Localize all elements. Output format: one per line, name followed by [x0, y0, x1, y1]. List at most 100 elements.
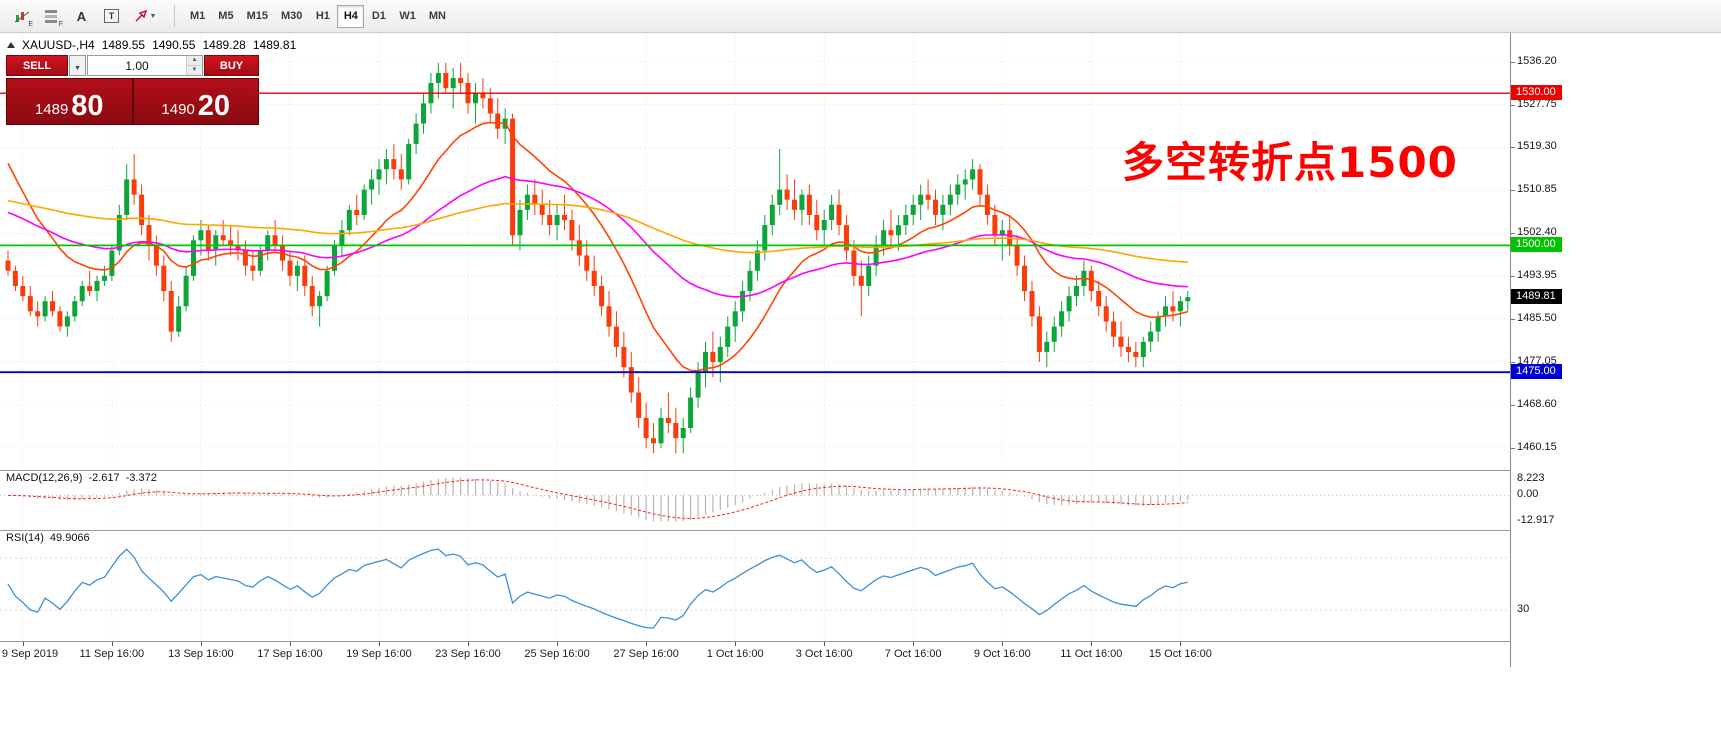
candle-body — [35, 311, 41, 317]
candle-body — [970, 169, 976, 180]
time-axis-label: 27 Sep 16:00 — [613, 648, 679, 660]
timeframe-m1[interactable]: M1 — [184, 5, 211, 28]
time-axis-label: 9 Sep 2019 — [1, 648, 59, 660]
candle-body — [881, 230, 887, 246]
chart-annotation[interactable]: 多空转折点1500 — [1122, 138, 1458, 187]
candle-body — [272, 235, 278, 246]
timeframe-w1[interactable]: W1 — [393, 5, 422, 28]
price-axis-label: 1502.40 — [1517, 226, 1557, 239]
time-axis[interactable]: 9 Sep 2019 11 Sep 16:00 13 Sep 16:00 17 Sep… — [0, 642, 1510, 666]
objects-tool-button[interactable]: F — [38, 4, 65, 28]
buy-button[interactable]: BUY — [204, 55, 259, 76]
candle-body — [220, 235, 226, 241]
price-chart-panel[interactable]: XAUUSD-,H4 1489.55 1490.55 1489.28 1489.… — [0, 33, 1510, 470]
objects-sub-label: F — [58, 21, 63, 28]
candle-body — [1014, 245, 1020, 266]
price-tag-1475.00: 1475.00 — [1511, 364, 1562, 380]
chevron-down-icon: ▼ — [149, 12, 157, 20]
timeframe-m15[interactable]: M15 — [241, 5, 274, 28]
rsi-panel[interactable]: RSI(14) 49.9066 — [0, 530, 1510, 641]
sell-price-display[interactable]: 1489 80 — [7, 79, 132, 124]
objects-grid-icon — [45, 10, 57, 23]
macd-value: -2.617 — [88, 472, 120, 484]
price-axis-tick — [1511, 404, 1515, 406]
volume-preset-dropdown[interactable]: ▼ — [69, 55, 86, 76]
candle-body — [562, 215, 567, 221]
candle-body — [940, 204, 946, 215]
price-tag-1489.81: 1489.81 — [1511, 289, 1562, 305]
candle-body — [547, 215, 553, 226]
candle-body — [495, 113, 501, 129]
timeframe-h1[interactable]: H1 — [309, 5, 336, 28]
candle-body — [480, 93, 486, 99]
ohlc-open: 1489.55 — [101, 38, 146, 52]
volume-decrease-button[interactable]: ▼ — [187, 66, 202, 75]
candle-body — [1140, 341, 1146, 357]
timeframe-h4[interactable]: H4 — [337, 4, 365, 28]
macd-name: MACD(12,26,9) — [6, 472, 83, 484]
text-label-tool-button[interactable]: A — [68, 4, 95, 28]
candle-body — [317, 296, 323, 307]
macd-scale-label: 8.223 — [1517, 471, 1545, 484]
panel-separator[interactable] — [0, 530, 1570, 531]
macd-scale-label: -12.917 — [1517, 514, 1555, 527]
price-axis-tick — [1511, 61, 1515, 63]
collapse-trade-panel-icon[interactable] — [7, 42, 15, 48]
timeframe-m30[interactable]: M30 — [275, 5, 308, 28]
timeframe-m5[interactable]: M5 — [212, 5, 239, 28]
buy-price-base: 1490 — [161, 101, 195, 118]
price-divider — [131, 79, 134, 124]
candle-body — [139, 194, 145, 226]
sell-button[interactable]: SELL — [6, 55, 68, 76]
price-axis-label: 1510.85 — [1517, 183, 1557, 196]
volume-increase-button[interactable]: ▲ — [187, 56, 202, 66]
candle-body — [1051, 326, 1057, 342]
macd-signal-line — [7, 479, 1188, 520]
candle-body — [1088, 270, 1094, 292]
arrow-objects-dropdown-button[interactable]: ▼ — [128, 4, 162, 28]
candle-body — [918, 194, 924, 205]
candle-body — [398, 169, 404, 180]
macd-panel[interactable]: MACD(12,26,9) -2.617 -3.372 — [0, 470, 1510, 530]
panel-separator[interactable] — [0, 470, 1570, 471]
candle-body — [183, 275, 189, 307]
candle-body — [458, 78, 464, 84]
candle-body — [421, 103, 426, 124]
candle-body — [339, 230, 345, 246]
time-axis-label: 25 Sep 16:00 — [524, 648, 590, 660]
candle-body — [613, 326, 619, 347]
macd-signal-value: -3.372 — [125, 472, 157, 484]
ohlc-low: 1489.28 — [202, 38, 246, 52]
candle-body — [1044, 341, 1050, 352]
candle-body — [643, 417, 649, 439]
text-box-tool-button[interactable]: T — [98, 4, 125, 28]
bid-ask-display: 1489 80 1490 20 — [6, 78, 259, 125]
candle-body — [242, 250, 248, 266]
candle-body — [1185, 297, 1191, 302]
time-axis-tick — [913, 642, 915, 646]
buy-price-display[interactable]: 1490 20 — [133, 79, 258, 124]
rsi-chart — [0, 530, 1510, 641]
candle-body — [228, 240, 234, 246]
price-axis[interactable]: 1536.20 1527.75 1519.30 1510.85 1502.40 1493.… — [1510, 33, 1571, 667]
candle-body — [651, 438, 656, 444]
candle-body — [554, 215, 560, 226]
candle-body — [168, 291, 174, 332]
candle-body — [784, 189, 790, 200]
time-axis-label: 13 Sep 16:00 — [168, 648, 234, 660]
candle-body — [814, 215, 820, 231]
time-axis-tick — [111, 642, 113, 646]
candle-body — [673, 423, 679, 439]
indicators-tool-button[interactable]: E — [8, 4, 35, 28]
text-label-icon: A — [76, 8, 87, 24]
volume-input[interactable] — [88, 56, 186, 75]
candlestick-chart[interactable] — [0, 33, 1510, 470]
timeframe-d1[interactable]: D1 — [365, 5, 392, 28]
timeframe-mn[interactable]: MN — [423, 5, 452, 28]
chevron-down-icon: ▼ — [74, 65, 81, 72]
candle-body — [1111, 321, 1117, 337]
candle-body — [57, 311, 63, 327]
candle-body — [5, 260, 11, 271]
trade-controls-row: SELL ▼ ▲ ▼ BUY — [6, 55, 259, 76]
